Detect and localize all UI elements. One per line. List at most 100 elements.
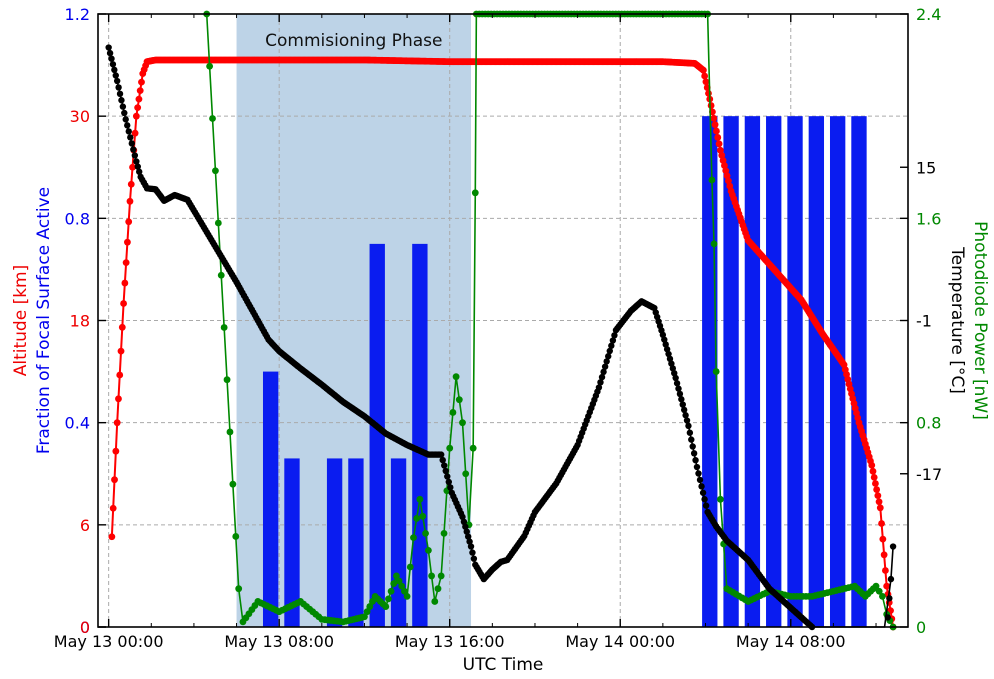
altitude-marker <box>880 551 888 559</box>
altitude-marker <box>134 104 142 112</box>
power-marker <box>366 603 374 610</box>
temperature-marker <box>609 337 617 344</box>
altitude-marker <box>869 467 877 475</box>
fraction-bar <box>348 458 364 627</box>
temperature-marker <box>116 90 124 98</box>
power-marker <box>382 603 390 610</box>
power-marker <box>403 592 411 600</box>
temperature-marker <box>108 55 115 62</box>
altitude-tick-label: 6 <box>80 516 90 535</box>
temperature-marker <box>678 396 685 403</box>
power-marker <box>422 529 429 537</box>
fraction-bar <box>262 371 279 627</box>
altitude-marker <box>117 347 125 355</box>
power-marker <box>401 587 408 595</box>
altitude-marker <box>875 498 883 506</box>
temperature-marker <box>125 128 132 135</box>
temperature-marker <box>702 502 710 509</box>
fraction-bar <box>808 116 825 628</box>
temperature-marker <box>696 476 704 484</box>
altitude-marker <box>868 461 876 469</box>
altitude-axis-label: Altitude [km] <box>11 265 31 377</box>
altitude-marker <box>702 78 710 86</box>
altitude-tick-label: 30 <box>70 107 90 126</box>
temperature-marker <box>673 380 681 387</box>
power-marker <box>226 428 234 436</box>
power-tick-label: 0 <box>916 618 926 637</box>
temperature-marker <box>689 443 696 450</box>
power-axis-label: Photodiode Power [nW] <box>970 221 990 420</box>
power-marker <box>223 376 231 384</box>
power-marker <box>419 512 427 520</box>
power-marker <box>446 444 454 452</box>
grid <box>98 14 908 627</box>
temperature-marker <box>462 523 469 530</box>
fraction-tick-label: 1.2 <box>65 5 90 24</box>
altitude-marker <box>131 129 139 137</box>
temperature-marker <box>115 84 122 91</box>
temperature-marker <box>608 342 615 349</box>
temperature-marker <box>686 429 694 436</box>
power-marker <box>875 587 883 595</box>
temperature-marker <box>119 103 127 110</box>
temperature-marker <box>442 467 449 475</box>
altitude-marker <box>118 323 126 331</box>
altitude-marker <box>699 66 707 74</box>
altitude-marker <box>120 300 127 307</box>
fraction-bar <box>766 116 782 628</box>
temperature-marker <box>688 436 695 443</box>
power-marker <box>410 534 417 542</box>
power-marker <box>361 613 368 621</box>
temperature-marker <box>611 332 618 339</box>
altitude-marker <box>135 95 143 103</box>
temperature-marker <box>439 456 446 464</box>
temperature-marker <box>136 168 143 175</box>
temperature-marker <box>886 595 893 602</box>
temperature-marker <box>695 470 702 477</box>
temperature-marker <box>466 538 473 545</box>
power-marker <box>232 533 240 540</box>
fraction-bar <box>412 243 428 627</box>
altitude-marker <box>701 72 709 80</box>
power-marker <box>390 580 398 587</box>
altitude-marker <box>109 504 117 512</box>
altitude-marker <box>129 163 136 171</box>
fraction-bar <box>369 243 385 627</box>
temperature-marker <box>595 384 603 391</box>
power-marker <box>469 444 477 452</box>
altitude-marker <box>121 279 129 287</box>
temperature-marker <box>109 61 117 68</box>
power-marker <box>206 62 214 70</box>
altitude-marker <box>718 151 726 159</box>
temperature-marker <box>445 478 452 486</box>
power-marker <box>452 373 460 381</box>
altitude-marker <box>717 146 724 154</box>
altitude-marker <box>879 535 887 543</box>
temperature-marker <box>118 97 125 104</box>
altitude-marker <box>719 157 727 164</box>
temperature-marker <box>675 385 682 392</box>
fraction-tick-label: 0.4 <box>65 414 90 433</box>
fraction-bar <box>829 116 846 628</box>
temperature-marker <box>672 374 679 382</box>
altitude-marker <box>707 102 715 109</box>
x-tick-label: May 13 00:00 <box>54 632 164 651</box>
power-marker <box>872 582 880 590</box>
temperature-marker <box>128 140 136 147</box>
altitude-marker <box>870 473 878 481</box>
temperature-tick-label: -1 <box>916 312 932 331</box>
temperature-tick-label: -17 <box>916 465 942 484</box>
temperature-marker <box>887 575 895 583</box>
temperature-marker <box>467 543 475 550</box>
temperature-marker <box>130 146 137 153</box>
temperature-marker <box>106 49 114 57</box>
x-tick-label: May 13 16:00 <box>395 632 505 651</box>
power-marker <box>393 572 400 580</box>
temperature-marker <box>444 473 451 480</box>
temperature-marker <box>105 44 112 51</box>
temperature-marker <box>884 614 891 621</box>
altitude-marker <box>874 492 882 500</box>
power-marker <box>440 529 448 537</box>
fraction-bar <box>390 458 407 627</box>
altitude-marker <box>872 480 879 487</box>
